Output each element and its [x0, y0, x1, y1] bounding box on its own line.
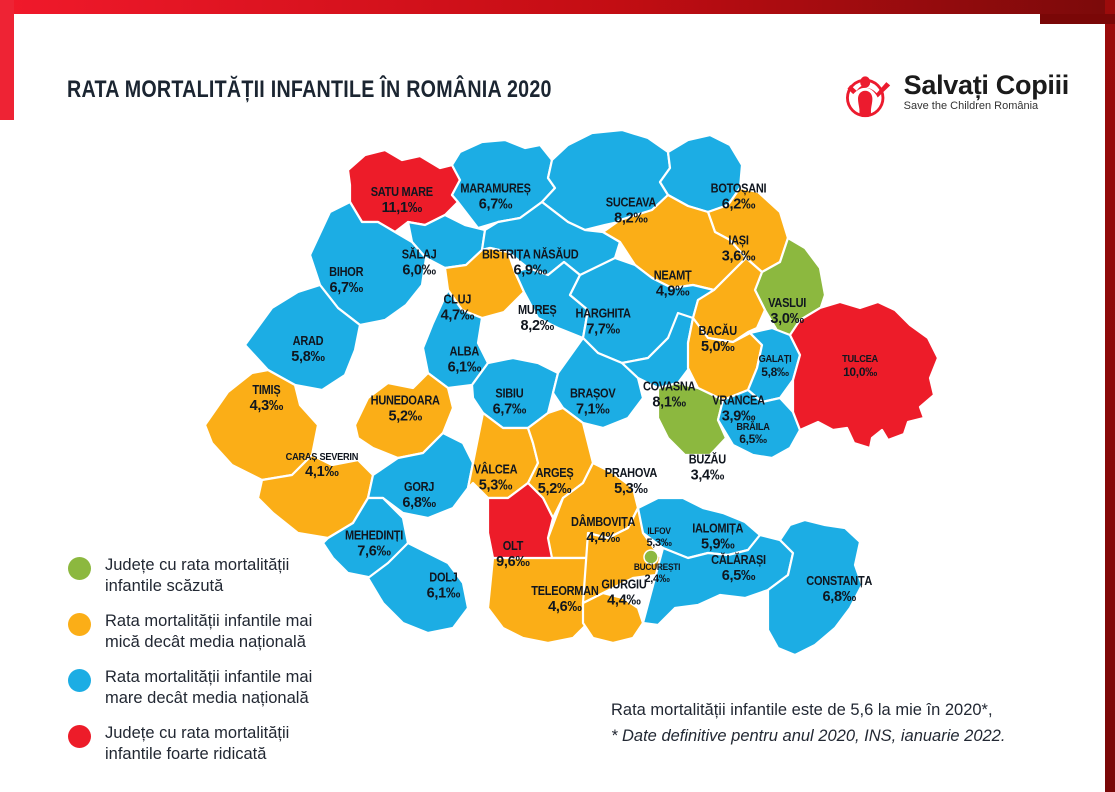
svg-text:6,1‰: 6,1‰ — [427, 585, 461, 601]
svg-text:CĂLĂRAȘI: CĂLĂRAȘI — [711, 553, 766, 567]
svg-text:CLUJ: CLUJ — [443, 293, 471, 307]
svg-text:3,4‰: 3,4‰ — [691, 467, 725, 483]
svg-text:6,7‰: 6,7‰ — [479, 197, 513, 213]
svg-text:NEAMȚ: NEAMȚ — [654, 269, 693, 283]
svg-text:BUCUREȘTI: BUCUREȘTI — [634, 562, 680, 573]
svg-text:4,9‰: 4,9‰ — [656, 283, 690, 299]
svg-text:BOTOȘANI: BOTOȘANI — [711, 182, 767, 196]
svg-text:6,7‰: 6,7‰ — [493, 401, 527, 417]
svg-text:4,3‰: 4,3‰ — [250, 398, 284, 414]
svg-text:GIURGIU: GIURGIU — [601, 578, 646, 592]
svg-text:5,8‰: 5,8‰ — [291, 349, 325, 365]
svg-text:CONSTANȚA: CONSTANȚA — [806, 574, 873, 588]
svg-text:5,2‰: 5,2‰ — [538, 481, 572, 497]
svg-text:11,1‰: 11,1‰ — [382, 200, 423, 216]
svg-text:SUCEAVA: SUCEAVA — [606, 196, 657, 210]
svg-text:4,1‰: 4,1‰ — [305, 464, 339, 480]
svg-text:OLT: OLT — [503, 539, 524, 553]
svg-text:7,6‰: 7,6‰ — [357, 544, 391, 560]
svg-text:VASLUI: VASLUI — [768, 296, 806, 310]
svg-text:BUZĂU: BUZĂU — [689, 453, 726, 467]
svg-text:TULCEA: TULCEA — [842, 354, 878, 366]
svg-text:5,3‰: 5,3‰ — [646, 537, 671, 549]
svg-text:5,0‰: 5,0‰ — [701, 339, 735, 355]
svg-text:3,0‰: 3,0‰ — [770, 311, 804, 327]
svg-text:DOLJ: DOLJ — [429, 571, 457, 585]
svg-text:IALOMIȚA: IALOMIȚA — [692, 522, 744, 536]
svg-text:COVASNA: COVASNA — [643, 380, 696, 394]
svg-text:TIMIȘ: TIMIȘ — [252, 383, 280, 397]
svg-text:ARGEȘ: ARGEȘ — [536, 467, 574, 481]
svg-text:HUNEDOARA: HUNEDOARA — [371, 394, 441, 408]
svg-text:5,9‰: 5,9‰ — [701, 537, 735, 553]
svg-text:6,5‰: 6,5‰ — [722, 568, 756, 584]
svg-text:8,2‰: 8,2‰ — [614, 210, 648, 226]
svg-text:9,6‰: 9,6‰ — [496, 554, 530, 570]
svg-text:MEHEDINȚI: MEHEDINȚI — [345, 529, 403, 543]
svg-text:4,4‰: 4,4‰ — [586, 530, 620, 546]
svg-text:7,1‰: 7,1‰ — [576, 401, 610, 417]
svg-text:ILFOV: ILFOV — [647, 526, 671, 537]
svg-text:6,8‰: 6,8‰ — [822, 589, 856, 605]
svg-text:4,6‰: 4,6‰ — [548, 599, 582, 615]
svg-text:5,2‰: 5,2‰ — [388, 408, 422, 424]
svg-text:6,7‰: 6,7‰ — [329, 280, 363, 296]
svg-text:HARGHITA: HARGHITA — [576, 307, 632, 321]
svg-text:ALBA: ALBA — [450, 345, 480, 359]
svg-text:7,7‰: 7,7‰ — [586, 322, 620, 338]
svg-text:6,1‰: 6,1‰ — [448, 360, 482, 376]
svg-text:10,0‰: 10,0‰ — [843, 365, 877, 379]
svg-text:5,3‰: 5,3‰ — [479, 478, 513, 494]
svg-text:GORJ: GORJ — [404, 480, 434, 494]
svg-text:IAȘI: IAȘI — [728, 234, 748, 248]
svg-text:SATU MARE: SATU MARE — [371, 185, 434, 199]
svg-text:6,8‰: 6,8‰ — [402, 495, 436, 511]
svg-text:3,6‰: 3,6‰ — [722, 249, 756, 265]
svg-text:8,1‰: 8,1‰ — [652, 394, 686, 410]
svg-text:BISTRIȚA NĂSĂUD: BISTRIȚA NĂSĂUD — [482, 248, 578, 262]
svg-text:4,4‰: 4,4‰ — [607, 592, 641, 608]
svg-text:6,9‰: 6,9‰ — [513, 262, 547, 278]
svg-text:DÂMBOVIȚA: DÂMBOVIȚA — [571, 515, 636, 529]
svg-text:2,4‰: 2,4‰ — [644, 573, 669, 585]
svg-text:MARAMUREȘ: MARAMUREȘ — [460, 182, 531, 196]
svg-text:CARAȘ SEVERIN: CARAȘ SEVERIN — [286, 451, 359, 463]
svg-text:BACĂU: BACĂU — [699, 324, 737, 338]
svg-text:VÂLCEA: VÂLCEA — [474, 463, 518, 477]
svg-text:6,2‰: 6,2‰ — [722, 197, 756, 213]
svg-text:MUREȘ: MUREȘ — [518, 303, 557, 317]
svg-text:GALAȚI: GALAȚI — [759, 354, 792, 366]
svg-text:4,7‰: 4,7‰ — [441, 308, 475, 324]
svg-text:SIBIU: SIBIU — [495, 387, 523, 401]
svg-text:VRANCEA: VRANCEA — [712, 394, 765, 408]
svg-text:TELEORMAN: TELEORMAN — [531, 585, 598, 599]
svg-text:5,8‰: 5,8‰ — [761, 365, 789, 379]
svg-text:SĂLAJ: SĂLAJ — [402, 248, 437, 262]
svg-text:PRAHOVA: PRAHOVA — [605, 467, 658, 481]
svg-text:BIHOR: BIHOR — [329, 265, 364, 279]
svg-text:5,3‰: 5,3‰ — [614, 481, 648, 497]
svg-text:8,2‰: 8,2‰ — [520, 318, 554, 334]
svg-text:ARAD: ARAD — [293, 335, 324, 349]
svg-text:BRAȘOV: BRAȘOV — [570, 387, 616, 401]
svg-text:6,5‰: 6,5‰ — [739, 432, 767, 446]
svg-text:6,0‰: 6,0‰ — [402, 262, 436, 278]
